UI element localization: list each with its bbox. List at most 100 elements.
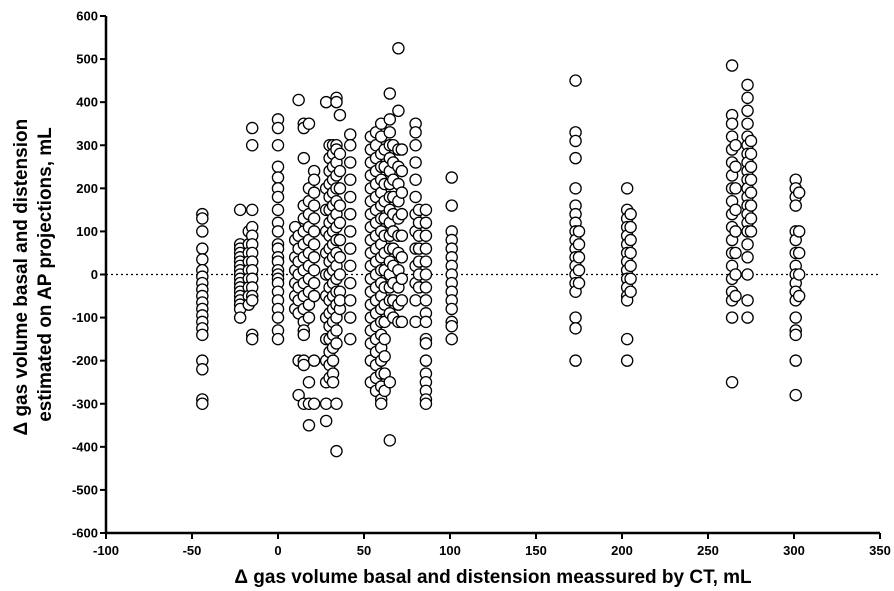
data-point: [233, 311, 247, 324]
y-tick-label: -100: [72, 310, 98, 325]
data-point: [419, 294, 433, 307]
data-point: [741, 294, 754, 307]
data-point: [196, 225, 209, 238]
x-tick-label: 200: [611, 543, 633, 558]
data-point: [741, 117, 754, 130]
data-point: [419, 268, 433, 281]
data-point: [196, 363, 209, 376]
data-point: [744, 212, 758, 225]
x-tick-label: 250: [697, 543, 719, 558]
data-point: [569, 151, 582, 165]
data-point: [409, 190, 422, 204]
data-point: [409, 126, 422, 139]
data-point: [419, 315, 433, 329]
data-point: [333, 216, 347, 230]
data-point: [302, 311, 316, 324]
data-point: [245, 121, 259, 135]
y-tick-label: -500: [72, 482, 98, 497]
data-point: [744, 225, 758, 238]
data-point: [196, 212, 209, 225]
x-tick-label: 350: [869, 543, 891, 558]
data-point: [620, 182, 634, 195]
data-point: [792, 225, 806, 238]
data-point: [789, 199, 802, 212]
x-tick-label: 150: [525, 543, 547, 558]
data-point: [789, 311, 802, 324]
x-ticks-layer: -100 -50 0 50 100 150 200 250 300 350: [93, 533, 891, 558]
data-point: [343, 207, 357, 221]
data-point: [792, 246, 806, 260]
data-point: [245, 138, 259, 152]
data-point: [378, 332, 391, 346]
data-point: [245, 332, 259, 346]
data-point: [729, 246, 742, 260]
y-tick-label: -300: [72, 396, 98, 411]
data-point: [789, 328, 802, 342]
y-tick-label: 200: [76, 181, 98, 196]
data-point: [419, 337, 433, 350]
data-point: [409, 138, 422, 152]
data-point: [395, 164, 409, 178]
data-point: [333, 164, 347, 178]
data-point: [729, 138, 742, 152]
data-point: [307, 199, 321, 212]
data-point: [789, 354, 802, 367]
x-tick-label: -50: [183, 543, 202, 558]
data-point: [569, 182, 582, 195]
data-point: [343, 294, 357, 307]
data-point: [297, 328, 311, 342]
data-point: [271, 311, 285, 324]
data-point: [395, 229, 409, 242]
data-point: [302, 375, 316, 389]
data-point: [725, 117, 739, 130]
data-point: [729, 268, 742, 281]
data-point: [383, 375, 397, 389]
data-point: [792, 186, 806, 199]
data-point: [333, 147, 347, 161]
data-point: [789, 388, 802, 402]
data-point: [409, 315, 422, 329]
y-tick-label: 600: [76, 9, 98, 24]
data-point: [343, 259, 357, 273]
data-point: [307, 289, 321, 303]
data-point: [744, 147, 758, 161]
data-point: [343, 311, 357, 324]
data-point: [307, 173, 321, 186]
data-point: [333, 199, 347, 212]
data-point: [330, 95, 343, 109]
data-point: [409, 156, 422, 169]
y-tick-label: 0: [91, 267, 98, 282]
data-point: [319, 414, 333, 428]
data-point: [333, 182, 347, 195]
data-point: [569, 354, 582, 367]
data-point: [624, 259, 637, 273]
data-point: [330, 337, 343, 350]
data-point: [307, 276, 321, 290]
data-point: [395, 143, 409, 156]
y-tick-label: 300: [76, 138, 98, 153]
data-point: [620, 332, 634, 346]
data-point: [741, 251, 754, 264]
y-axis-title: Δ gas volume basal and distension estima…: [11, 114, 56, 436]
data-point: [792, 289, 806, 303]
data-point: [741, 91, 754, 105]
data-point: [729, 225, 742, 238]
data-point: [343, 242, 357, 255]
data-point: [196, 397, 209, 410]
data-point: [445, 319, 458, 333]
x-tick-label: 0: [274, 543, 281, 558]
data-point: [729, 160, 742, 174]
data-point: [271, 171, 285, 184]
data-point: [419, 203, 433, 217]
data-point: [741, 238, 754, 251]
data-point: [271, 160, 285, 174]
data-point: [196, 242, 209, 255]
data-point: [307, 212, 321, 225]
data-point: [725, 59, 739, 72]
data-point: [307, 354, 321, 367]
data-point: [383, 87, 397, 100]
data-point: [307, 186, 321, 199]
data-point: [196, 253, 209, 266]
data-point: [297, 358, 311, 372]
